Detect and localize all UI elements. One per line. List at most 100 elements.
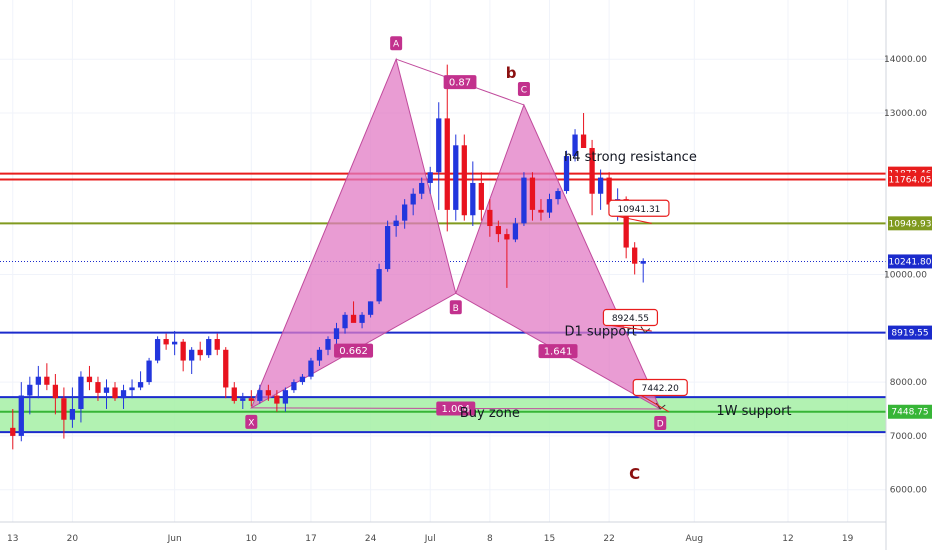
candle: [580, 113, 587, 148]
price-label-bg: [888, 172, 932, 187]
annotations: 0.87 0.662 1.641 1.004 X A B C Dh4 strong resist…: [245, 36, 792, 483]
candle: [495, 220, 502, 243]
candle: [478, 172, 484, 221]
candle-body: [325, 339, 331, 350]
candle-body: [359, 314, 365, 323]
callout-text: 7442.20: [642, 384, 679, 394]
price-label: 10241.80: [888, 254, 932, 269]
price-label-text: 10241.80: [889, 257, 932, 267]
y-tick-label: 6000.00: [890, 486, 927, 496]
candle: [44, 363, 50, 391]
candle: [120, 384, 127, 409]
candle-body: [248, 398, 254, 401]
x-tick-label: Aug: [686, 534, 704, 544]
annotation-text: Buy zone: [460, 406, 520, 421]
candle: [35, 365, 41, 399]
candle-body: [529, 177, 536, 210]
candle: [112, 382, 118, 401]
ratio-label: 1.641: [544, 347, 573, 358]
candle: [589, 139, 595, 216]
candle: [640, 258, 646, 283]
x-tick-label: Jun: [167, 534, 182, 544]
candle: [359, 312, 365, 329]
callout-box: [608, 199, 670, 217]
candle-body: [240, 398, 246, 401]
candles: [10, 64, 646, 450]
candle-body: [410, 193, 416, 205]
candle: [146, 357, 152, 385]
x-tick-label: 22: [603, 534, 614, 544]
candle-body: [78, 376, 84, 409]
price-label-bg: [888, 254, 932, 269]
candle: [172, 330, 178, 356]
candle: [555, 188, 561, 205]
candle: [632, 242, 638, 275]
candle: [470, 161, 476, 227]
candle: [137, 371, 144, 391]
candle: [197, 341, 203, 361]
candle-body: [27, 384, 33, 396]
y-tick-label: 13000.00: [884, 109, 927, 119]
candle: [299, 374, 306, 385]
candle: [240, 392, 246, 409]
candle-body: [120, 390, 127, 399]
candle-body: [172, 341, 178, 345]
candle: [487, 199, 493, 237]
annotation-text: h4 strong resistance: [564, 150, 697, 165]
callout-text: 8924.55: [612, 314, 649, 324]
candle-body: [35, 376, 41, 385]
ratio-label: 0.87: [449, 78, 471, 89]
candle: [257, 384, 263, 404]
callout-pointer: [611, 325, 652, 332]
point-badge: [449, 300, 462, 315]
candle-body: [572, 134, 578, 157]
candle-body: [163, 339, 169, 345]
candle: [563, 150, 570, 194]
candle: [521, 172, 527, 227]
candle-body: [129, 387, 135, 391]
candle-body: [180, 341, 186, 361]
x-tick-label: 15: [544, 534, 555, 544]
point-badge: [517, 81, 530, 96]
candle: [206, 336, 212, 358]
candle-body: [146, 360, 152, 383]
candle-body: [436, 118, 442, 173]
candle-body: [546, 199, 553, 213]
candle: [538, 199, 544, 221]
candle: [376, 263, 382, 305]
candle-body: [470, 182, 476, 216]
candle: [291, 379, 297, 393]
candle-body: [265, 390, 271, 396]
x-tick-label: 10: [246, 534, 258, 544]
candle-body: [112, 387, 118, 399]
ratio-badge: [436, 401, 476, 416]
candle: [180, 339, 186, 372]
y-tick-label: 8000.00: [890, 378, 927, 388]
point-label: X: [248, 418, 254, 428]
x-tick-label: Jul: [424, 534, 436, 544]
candle: [129, 379, 135, 399]
candle-body: [461, 145, 467, 216]
candle-body: [69, 408, 76, 420]
annotation-text: D1 support: [564, 324, 636, 339]
candle-body: [223, 349, 229, 388]
candle: [316, 347, 323, 366]
annotation-text: 1W support: [716, 404, 791, 419]
candle-body: [521, 177, 527, 224]
price-label-bg: [888, 325, 932, 340]
callout-pointer: [616, 215, 652, 224]
candle: [342, 312, 348, 334]
candle-body: [197, 349, 203, 356]
candle-body: [589, 147, 595, 194]
candle: [333, 322, 340, 345]
candle: [69, 387, 76, 428]
candle-body: [282, 390, 289, 404]
candle: [282, 387, 289, 412]
candle-body: [393, 220, 399, 227]
candle: [27, 376, 33, 415]
candle-body: [640, 261, 646, 264]
candle: [427, 166, 433, 194]
candle-body: [597, 177, 604, 194]
point-badge: [245, 414, 258, 429]
